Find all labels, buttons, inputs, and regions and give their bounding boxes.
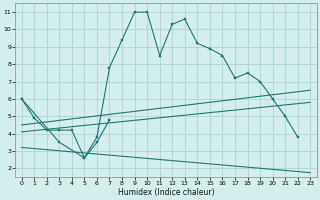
- X-axis label: Humidex (Indice chaleur): Humidex (Indice chaleur): [118, 188, 214, 197]
